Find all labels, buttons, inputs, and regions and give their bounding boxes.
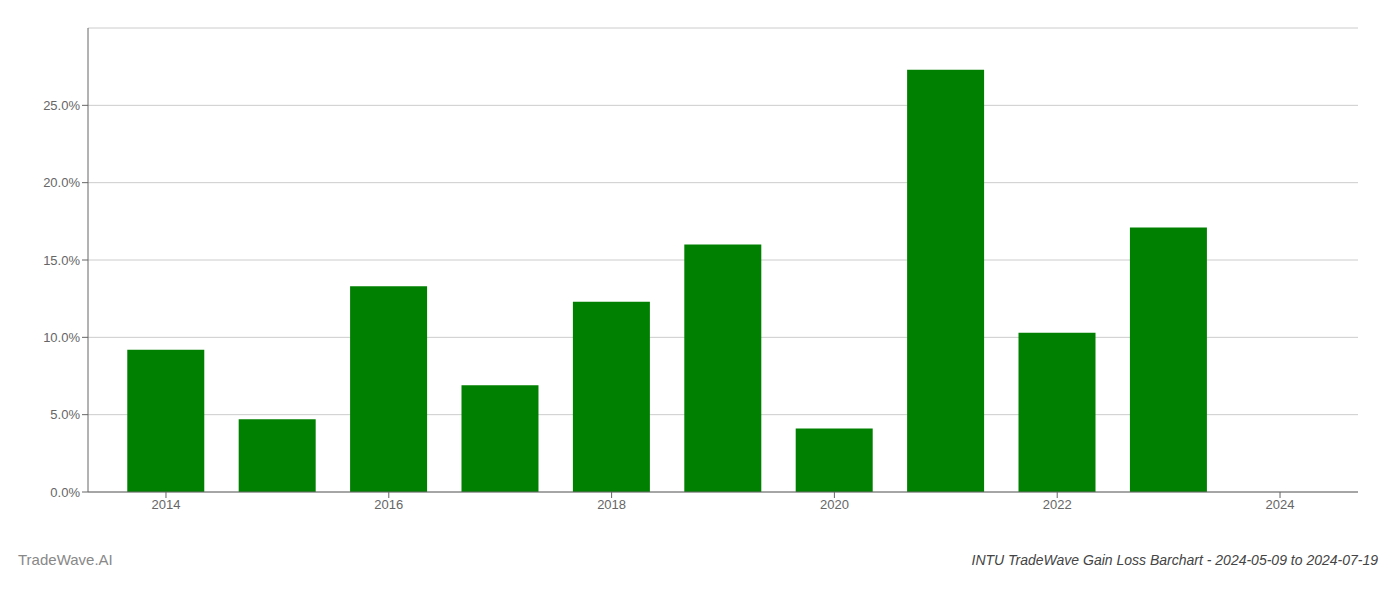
- svg-text:10.0%: 10.0%: [43, 330, 80, 345]
- svg-text:2016: 2016: [374, 497, 403, 512]
- svg-text:0.0%: 0.0%: [50, 485, 80, 500]
- svg-text:15.0%: 15.0%: [43, 253, 80, 268]
- svg-text:25.0%: 25.0%: [43, 98, 80, 113]
- svg-text:2024: 2024: [1266, 497, 1295, 512]
- svg-text:5.0%: 5.0%: [50, 407, 80, 422]
- html-text:TradeWave.AI: TradeWave.AI: [18, 551, 113, 568]
- svg-text:2018: 2018: [597, 497, 626, 512]
- svg-text:20.0%: 20.0%: [43, 175, 80, 190]
- html-text:INTU TradeWave Gain Loss Barch: INTU TradeWave Gain Loss Barchart - 2024…: [971, 552, 1378, 568]
- svg-text:2014: 2014: [152, 497, 181, 512]
- svg-text:2022: 2022: [1043, 497, 1072, 512]
- svg-text:2020: 2020: [820, 497, 849, 512]
